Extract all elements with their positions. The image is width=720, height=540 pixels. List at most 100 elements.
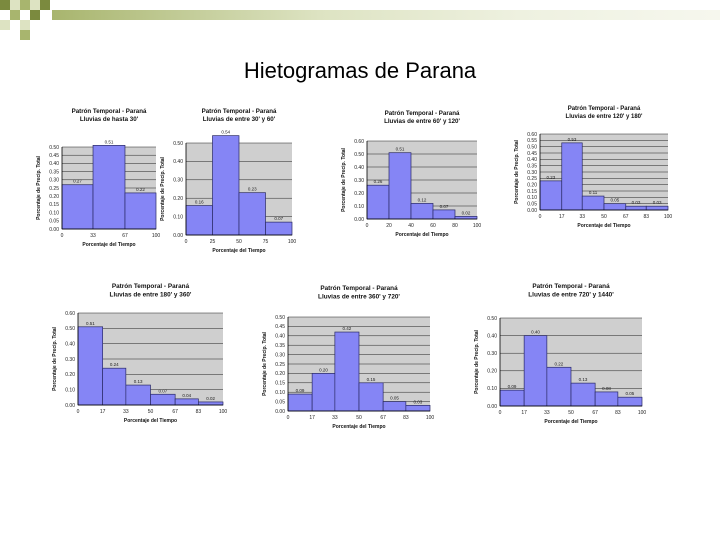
bar-value-label: 0.05	[610, 198, 619, 203]
y-tick-label: 0.45	[527, 151, 537, 157]
y-tick-label: 0.20	[527, 182, 537, 188]
histogram-bar	[125, 384, 151, 406]
x-tick-label: 75	[263, 239, 269, 245]
chart-subtitle: Lluvias de hasta 30'	[80, 116, 139, 123]
chart-title: Patrón Temporal - Paraná	[72, 108, 147, 115]
y-tick-label: 0.40	[487, 333, 497, 339]
bar-value-label: 0.51	[86, 321, 95, 326]
y-tick-label: 0.25	[275, 362, 285, 368]
x-tick-label: 0	[539, 214, 542, 220]
x-tick-label: 100	[664, 214, 673, 220]
y-tick-label: 0.05	[49, 219, 59, 225]
x-tick-label: 0	[77, 409, 80, 415]
x-tick-label: 17	[559, 214, 565, 220]
y-tick-label: 0.30	[173, 178, 183, 184]
x-tick-label: 67	[380, 415, 386, 421]
chart-subtitle: Lluvias de entre 360' y 720'	[318, 293, 400, 300]
x-tick-label: 67	[623, 214, 629, 220]
x-tick-label: 17	[521, 410, 527, 416]
bar-value-label: 0.27	[73, 179, 82, 184]
y-tick-label: 0.15	[275, 381, 285, 387]
histogram-bar	[334, 331, 360, 412]
y-tick-label: 0.25	[49, 186, 59, 192]
y-tick-label: 0.35	[49, 169, 59, 175]
y-tick-label: 0.30	[65, 357, 75, 363]
chart-title: Patrón Temporal - Paraná	[112, 283, 190, 290]
bar-value-label: 0.13	[579, 377, 588, 382]
x-tick-label: 50	[356, 415, 362, 421]
x-tick-label: 33	[579, 214, 585, 220]
y-tick-label: 0.10	[65, 387, 75, 393]
histogram-bar	[539, 180, 563, 211]
histogram-bar	[499, 389, 525, 407]
y-tick-label: 0.00	[527, 208, 537, 214]
y-tick-label: 0.50	[173, 141, 183, 147]
y-tick-label: 0.10	[49, 210, 59, 216]
bar-value-label: 0.22	[136, 187, 145, 192]
x-tick-label: 83	[196, 409, 202, 415]
histogram-bar	[238, 192, 266, 236]
x-tick-label: 83	[643, 214, 649, 220]
x-tick-label: 50	[601, 214, 607, 220]
chart-title: Patrón Temporal - Paraná	[202, 108, 277, 115]
bar-value-label: 0.12	[418, 197, 427, 202]
y-tick-label: 0.40	[354, 165, 364, 171]
bar-value-label: 0.51	[105, 139, 114, 144]
histogram-bar	[405, 405, 431, 412]
y-tick-label: 0.20	[173, 196, 183, 202]
bar-value-label: 0.04	[182, 393, 191, 398]
x-tick-label: 100	[288, 239, 297, 245]
y-axis-label: Porcentaje de Precip. Total	[514, 139, 520, 203]
histogram-bar	[645, 205, 669, 211]
x-tick-label: 33	[90, 233, 96, 239]
y-axis-label: Porcentaje de Precip. Total	[474, 329, 480, 393]
bar-value-label: 0.07	[440, 204, 449, 209]
x-tick-label: 83	[403, 415, 409, 421]
chart-title: Patrón Temporal - Paraná	[568, 106, 641, 112]
histogram-bar	[546, 366, 572, 407]
histogram-bar	[185, 205, 213, 236]
bar-value-label: 0.03	[653, 200, 662, 205]
chart-title: Patrón Temporal - Paraná	[320, 285, 398, 292]
y-tick-label: 0.40	[275, 334, 285, 340]
hyetograph-chart-4: Patrón Temporal - Paraná Lluvias de entre…	[513, 102, 678, 240]
y-axis-label: Porcentaje de Precip. Total	[341, 147, 347, 211]
hyetograph-chart-7: Patrón Temporal - Paraná Lluvias de entre…	[470, 280, 650, 426]
chart-title: Patrón Temporal - Paraná	[532, 283, 610, 290]
y-tick-label: 0.50	[527, 144, 537, 150]
x-tick-label: 60	[430, 223, 436, 229]
histogram-bar	[212, 135, 240, 236]
y-tick-label: 0.05	[275, 399, 285, 405]
x-tick-label: 33	[544, 410, 550, 416]
hyetograph-chart-1: Patrón Temporal - Paraná Lluvias de hasta…	[28, 105, 160, 257]
histogram-bar	[432, 209, 456, 220]
y-tick-label: 0.10	[487, 386, 497, 392]
deco-square-4	[30, 0, 40, 10]
histogram-bar	[594, 391, 619, 407]
x-tick-label: 67	[122, 233, 128, 239]
bar-value-label: 0.09	[508, 384, 517, 389]
histogram-bar	[61, 184, 94, 230]
deco-square-7	[30, 10, 40, 20]
y-tick-label: 0.50	[354, 152, 364, 158]
y-tick-label: 0.20	[487, 369, 497, 375]
bar-value-label: 0.03	[414, 399, 423, 404]
hyetograph-chart-6: Patrón Temporal - Paraná Lluvias de entre…	[258, 282, 438, 430]
x-tick-label: 100	[219, 409, 228, 415]
deco-square-10	[20, 30, 30, 40]
y-tick-label: 0.20	[275, 371, 285, 377]
bar-value-label: 0.07	[274, 216, 283, 221]
x-tick-label: 50	[568, 410, 574, 416]
bar-value-label: 0.05	[626, 391, 635, 396]
histogram-bar	[287, 393, 313, 412]
x-axis-label: Porcentaje del Tiempo	[577, 223, 630, 229]
chart-title: Patrón Temporal - Paraná	[385, 110, 460, 117]
bar-value-label: 0.51	[396, 147, 405, 152]
bar-value-label: 0.15	[367, 377, 376, 382]
y-tick-label: 0.35	[275, 343, 285, 349]
y-tick-label: 0.40	[527, 157, 537, 163]
deco-square-5	[40, 0, 50, 10]
